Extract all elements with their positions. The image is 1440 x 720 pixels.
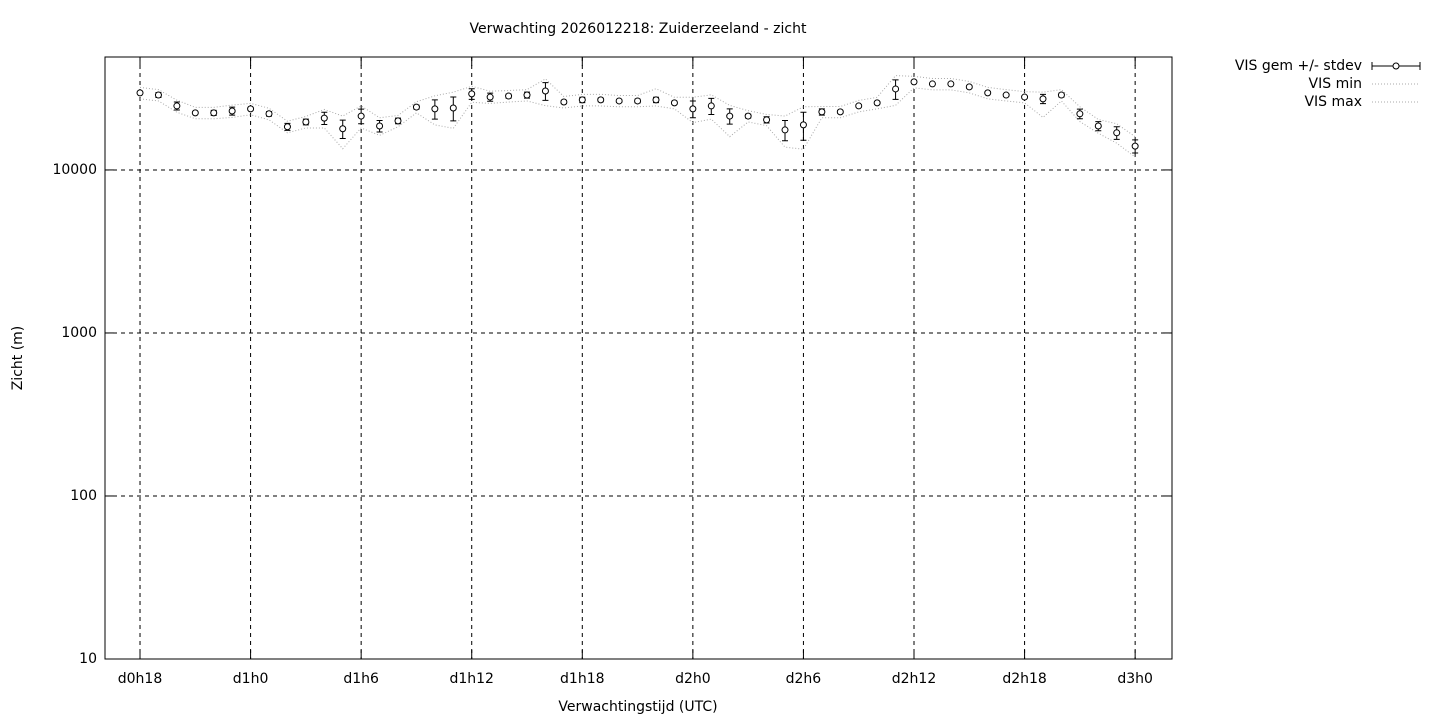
data-point: [283, 123, 291, 131]
y-tick-label: 100: [70, 488, 97, 504]
x-tick-label: d1h12: [449, 671, 493, 687]
data-point: [357, 112, 365, 120]
x-tick-label: d2h6: [786, 671, 822, 687]
data-point: [1113, 129, 1121, 137]
data-point: [892, 85, 900, 93]
x-tick-label: d2h0: [675, 671, 711, 687]
data-point: [1021, 93, 1029, 101]
data-point: [1076, 110, 1084, 118]
data-point: [965, 83, 973, 91]
legend-sample: [1392, 62, 1400, 70]
data-point: [781, 126, 789, 134]
x-tick-label: d1h0: [233, 671, 269, 687]
data-point: [468, 90, 476, 98]
legend-label: VIS min: [1309, 76, 1362, 92]
data-point: [744, 112, 752, 120]
data-point: [799, 121, 807, 129]
data-point: [1057, 91, 1065, 99]
legend-label: VIS max: [1304, 94, 1362, 110]
y-tick-label: 1000: [61, 325, 97, 341]
data-point: [228, 107, 236, 115]
data-point: [449, 104, 457, 112]
range-line: [139, 87, 1136, 158]
data-point: [947, 80, 955, 88]
data-point: [431, 105, 439, 113]
data-point: [670, 99, 678, 107]
x-tick-label: d0h18: [118, 671, 162, 687]
data-point: [376, 122, 384, 130]
data-point: [486, 93, 494, 101]
x-tick-label: d3h0: [1117, 671, 1153, 687]
x-tick-label: d2h18: [1002, 671, 1046, 687]
data-point: [652, 96, 660, 104]
data-point: [191, 109, 199, 117]
data-point: [763, 116, 771, 124]
data-point: [910, 78, 918, 86]
data-point: [210, 109, 218, 117]
y-tick-label: 10: [79, 651, 97, 667]
chart-title: Verwachting 2026012218: Zuiderzeeland - …: [470, 21, 807, 37]
data-point: [707, 102, 715, 110]
data-point: [541, 87, 549, 95]
data-point: [873, 99, 881, 107]
data-point: [1039, 95, 1047, 103]
data-point: [412, 103, 420, 111]
data-point: [1131, 142, 1139, 150]
data-point: [265, 110, 273, 118]
data-point: [615, 97, 623, 105]
data-point: [855, 102, 863, 110]
x-tick-label: d1h18: [560, 671, 604, 687]
data-point: [523, 91, 531, 99]
data-point: [154, 91, 162, 99]
data-point: [173, 102, 181, 110]
data-point: [984, 89, 992, 97]
data-point: [634, 97, 642, 105]
data-point: [302, 118, 310, 126]
data-point: [394, 117, 402, 125]
data-point: [320, 114, 328, 122]
x-tick-label: d2h12: [892, 671, 936, 687]
data-point: [578, 96, 586, 104]
data-point: [726, 112, 734, 120]
plot-frame: [104, 56, 1173, 660]
x-axis-label: Verwachtingstijd (UTC): [558, 699, 717, 715]
data-point: [818, 108, 826, 116]
data-point: [505, 92, 513, 100]
data-point: [597, 96, 605, 104]
legend-label: VIS gem +/- stdev: [1235, 58, 1362, 74]
data-point: [560, 98, 568, 106]
y-axis-label: Zicht (m): [10, 326, 26, 391]
data-point: [1094, 122, 1102, 130]
data-point: [689, 105, 697, 113]
data-point: [136, 89, 144, 97]
data-point: [339, 125, 347, 133]
x-tick-label: d1h6: [343, 671, 379, 687]
data-point: [247, 105, 255, 113]
data-point: [836, 108, 844, 116]
data-point: [928, 80, 936, 88]
y-tick-label: 10000: [52, 162, 97, 178]
data-point: [1002, 91, 1010, 99]
